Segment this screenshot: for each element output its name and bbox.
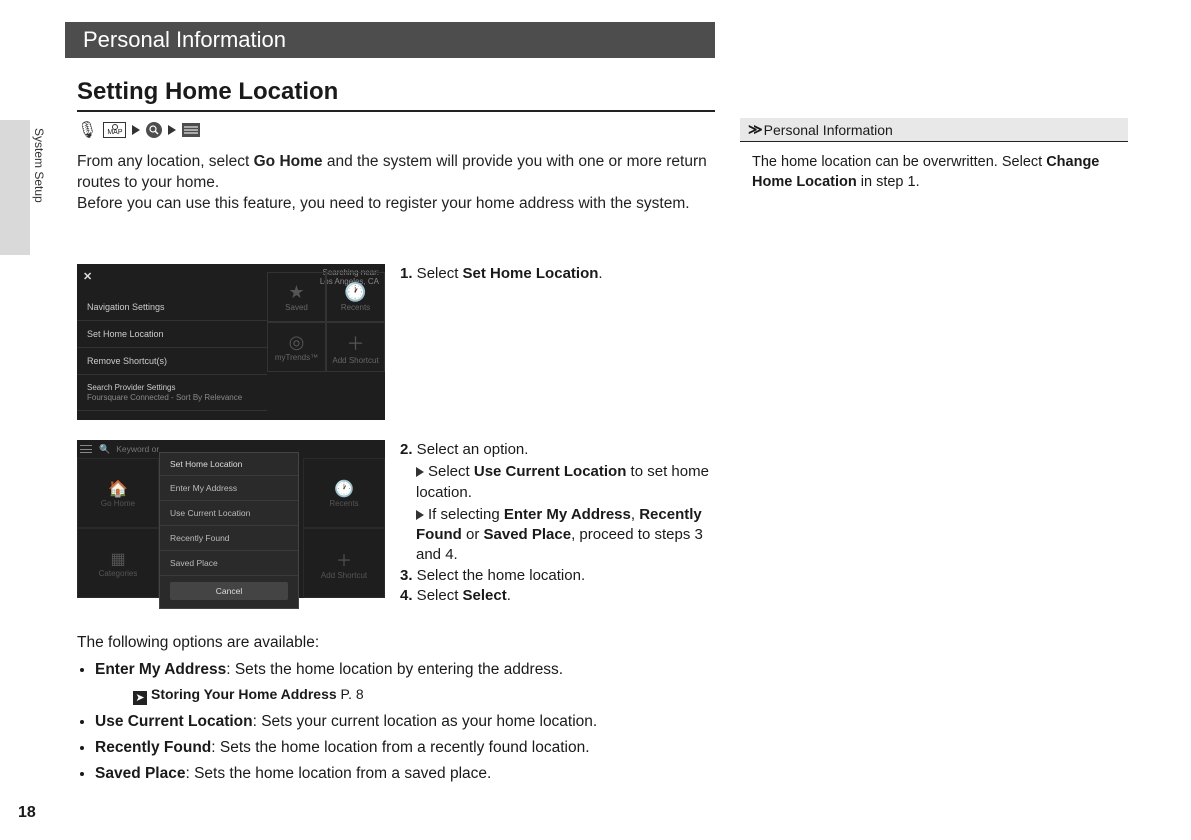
xref: ➤Storing Your Home Address P. 8 bbox=[133, 684, 717, 706]
bg-right-tiles: 🕐Recents ＋Add Shortcut bbox=[303, 458, 385, 598]
step-1: 1. Select Set Home Location. bbox=[400, 264, 720, 284]
side-tab-label: System Setup bbox=[32, 128, 46, 203]
page-number: 18 bbox=[18, 804, 36, 822]
search-icon bbox=[146, 122, 162, 138]
screenshot-1: ✕ Searching near:Los Angeles, CA Navigat… bbox=[77, 264, 385, 420]
option-item: Saved Place: Sets the home location from… bbox=[95, 762, 717, 786]
cancel-button: Cancel bbox=[170, 582, 288, 600]
list-item: Navigation Settings bbox=[77, 294, 267, 321]
options-intro: The following options are available: bbox=[77, 634, 319, 652]
sidebar-header: ≫Personal Information bbox=[740, 118, 1128, 142]
plus-icon: ＋ bbox=[336, 547, 352, 571]
screenshot-2: 🔍 Keyword or 🏠Go Home ▦Categories 🕐Recen… bbox=[77, 440, 385, 598]
close-icon: ✕ bbox=[83, 270, 92, 283]
panel-title: Set Home Location bbox=[160, 453, 298, 476]
panel-option: Enter My Address bbox=[160, 476, 298, 501]
panel-option: Saved Place bbox=[160, 551, 298, 576]
chapter-header: Personal Information bbox=[65, 22, 715, 58]
clock-icon: 🕐 bbox=[334, 479, 354, 499]
xref-arrow-icon: ➤ bbox=[133, 691, 147, 705]
tile: ＋Add Shortcut bbox=[303, 528, 385, 598]
intro-text: From any location, select Go Home and th… bbox=[77, 152, 715, 215]
bullet-arrow-icon bbox=[416, 510, 424, 520]
list-item: Remove Shortcut(s) bbox=[77, 348, 267, 375]
list-item: Set Home Location bbox=[77, 321, 267, 348]
menu-icon bbox=[182, 123, 200, 137]
star-icon: ★ bbox=[288, 282, 304, 303]
side-tab-box bbox=[0, 120, 30, 255]
trends-icon: ◎ bbox=[289, 332, 305, 353]
section-underline bbox=[77, 110, 715, 112]
breadcrumb-arrow-icon bbox=[132, 125, 140, 135]
popup-panel: Set Home Location Enter My Address Use C… bbox=[159, 452, 299, 609]
tile: 🕐Recents bbox=[303, 458, 385, 528]
tile: ▦Categories bbox=[77, 528, 159, 598]
tile-grid: ★Saved 🕐Recents ◎myTrends™ ＋Add Shortcut bbox=[267, 272, 385, 422]
tile: ＋Add Shortcut bbox=[326, 322, 385, 372]
bullet-arrow-icon bbox=[416, 467, 424, 477]
steps-2-4: 2. Select an option. Select Use Current … bbox=[400, 440, 720, 606]
plus-icon: ＋ bbox=[347, 330, 365, 356]
bg-left-tiles: 🏠Go Home ▦Categories bbox=[77, 458, 159, 598]
section-title: Setting Home Location bbox=[77, 78, 338, 106]
categories-icon: ▦ bbox=[110, 549, 125, 569]
voice-icon: 🎙 bbox=[77, 120, 97, 140]
tile: 🏠Go Home bbox=[77, 458, 159, 528]
option-item: Enter My Address: Sets the home location… bbox=[95, 658, 717, 706]
option-item: Recently Found: Sets the home location f… bbox=[95, 736, 717, 760]
hamburger-icon bbox=[77, 440, 95, 458]
search-placeholder: Keyword or bbox=[116, 444, 159, 454]
map-button-icon: MAP bbox=[103, 122, 126, 138]
tile: 🕐Recents bbox=[326, 272, 385, 322]
tile: ◎myTrends™ bbox=[267, 322, 326, 372]
breadcrumb-icons: 🎙 MAP bbox=[77, 120, 200, 140]
panel-option: Use Current Location bbox=[160, 501, 298, 526]
chevron-icon: ≫ bbox=[748, 121, 760, 138]
clock-icon: 🕐 bbox=[344, 282, 366, 303]
tile: ★Saved bbox=[267, 272, 326, 322]
chapter-title: Personal Information bbox=[83, 27, 286, 53]
option-item: Use Current Location: Sets your current … bbox=[95, 710, 717, 734]
list-item: Search Provider SettingsFoursquare Conne… bbox=[77, 375, 267, 411]
settings-list: Navigation Settings Set Home Location Re… bbox=[77, 294, 267, 411]
home-icon: 🏠 bbox=[108, 479, 128, 499]
options-list: Enter My Address: Sets the home location… bbox=[77, 658, 717, 788]
info-sidebar: ≫Personal Information The home location … bbox=[740, 118, 1128, 203]
panel-option: Recently Found bbox=[160, 526, 298, 551]
breadcrumb-arrow-icon bbox=[168, 125, 176, 135]
sidebar-body: The home location can be overwritten. Se… bbox=[740, 142, 1128, 203]
